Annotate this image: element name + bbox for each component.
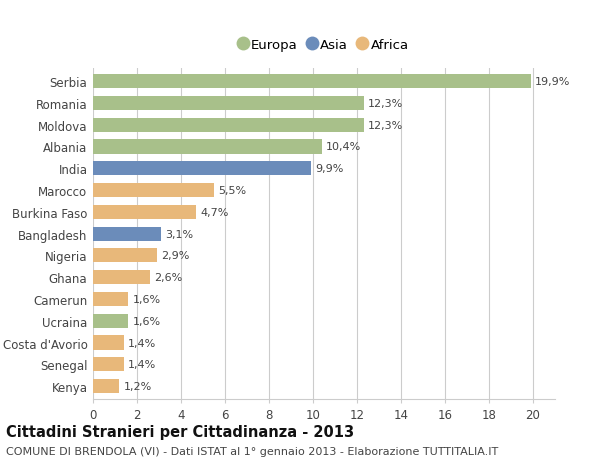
Text: 2,6%: 2,6%	[155, 273, 183, 283]
Bar	[93, 249, 157, 263]
Text: 10,4%: 10,4%	[326, 142, 361, 152]
Text: COMUNE DI BRENDOLA (VI) - Dati ISTAT al 1° gennaio 2013 - Elaborazione TUTTITALI: COMUNE DI BRENDOLA (VI) - Dati ISTAT al …	[6, 446, 498, 456]
Bar	[93, 205, 196, 219]
Legend: Europa, Asia, Africa: Europa, Asia, Africa	[235, 34, 413, 56]
Text: 2,9%: 2,9%	[161, 251, 190, 261]
Text: 4,7%: 4,7%	[201, 207, 229, 218]
Bar	[93, 292, 128, 307]
Bar	[93, 140, 322, 154]
Text: 19,9%: 19,9%	[535, 77, 571, 87]
Bar	[93, 270, 150, 285]
Text: 1,2%: 1,2%	[124, 381, 152, 391]
Text: Cittadini Stranieri per Cittadinanza - 2013: Cittadini Stranieri per Cittadinanza - 2…	[6, 425, 354, 440]
Bar	[93, 336, 124, 350]
Text: 1,4%: 1,4%	[128, 359, 157, 369]
Bar	[93, 379, 119, 393]
Bar	[93, 162, 311, 176]
Bar	[93, 96, 364, 111]
Text: 9,9%: 9,9%	[315, 164, 344, 174]
Text: 1,6%: 1,6%	[133, 316, 161, 326]
Bar	[93, 118, 364, 133]
Bar	[93, 184, 214, 198]
Text: 12,3%: 12,3%	[368, 99, 403, 109]
Text: 3,1%: 3,1%	[166, 229, 194, 239]
Text: 5,5%: 5,5%	[218, 185, 247, 196]
Text: 1,6%: 1,6%	[133, 294, 161, 304]
Bar	[93, 314, 128, 328]
Bar	[93, 358, 124, 372]
Text: 1,4%: 1,4%	[128, 338, 157, 348]
Bar	[93, 75, 531, 89]
Bar	[93, 227, 161, 241]
Text: 12,3%: 12,3%	[368, 120, 403, 130]
